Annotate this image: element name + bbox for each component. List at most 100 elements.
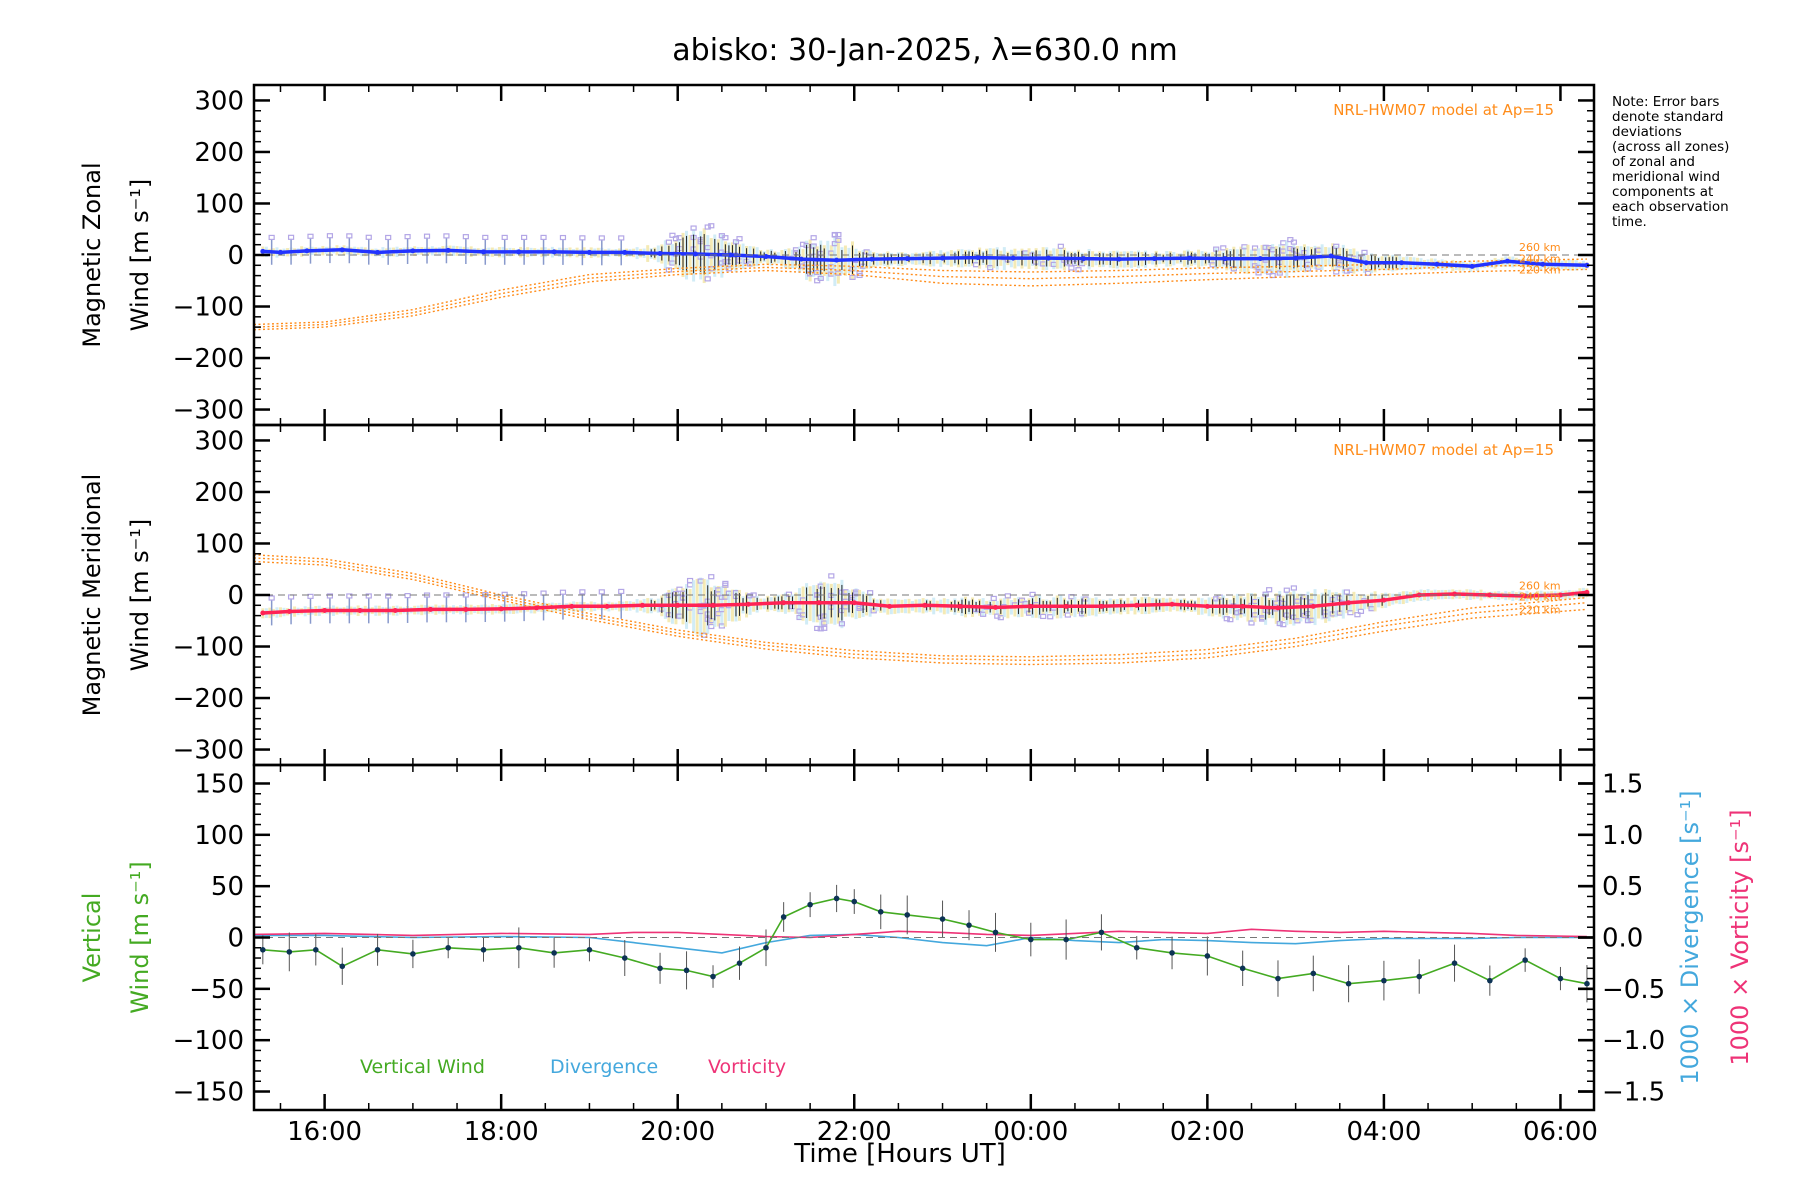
zone-sample xyxy=(686,582,694,588)
model-altitude-label: 240 km xyxy=(1519,591,1561,604)
zone-sample xyxy=(1280,622,1287,628)
wind-data-point xyxy=(428,606,434,612)
zone-sample xyxy=(559,589,567,595)
wind-data-point xyxy=(1116,256,1122,262)
zone-sample xyxy=(686,577,694,584)
vertical-wind-point xyxy=(992,929,999,936)
zone-sample xyxy=(1220,245,1227,251)
note-line: time. xyxy=(1612,214,1647,230)
wind-data-point xyxy=(1434,261,1440,267)
wind-data-point xyxy=(657,250,663,256)
y-tick-label: −200 xyxy=(173,344,244,374)
wind-data-point xyxy=(639,602,645,608)
right-axis-label: 1000 × Divergence [s⁻¹] xyxy=(1676,790,1704,1084)
vertical-wind-point xyxy=(807,901,813,908)
zone-sample xyxy=(346,233,353,239)
wind-data-point xyxy=(851,600,857,606)
wind-data-point xyxy=(533,605,539,611)
zone-sample xyxy=(799,241,807,247)
wind-data-point xyxy=(922,602,928,608)
y-tick-label: 0 xyxy=(227,581,244,611)
wind-data-point xyxy=(1204,603,1210,609)
wind-data-point xyxy=(1275,605,1281,611)
y-tick-label: 0 xyxy=(227,924,244,954)
zone-sample xyxy=(867,590,874,596)
zone-sample xyxy=(1364,270,1372,276)
zone-sample xyxy=(722,235,729,241)
wind-data-point xyxy=(1257,256,1263,262)
zone-sample xyxy=(346,593,353,599)
zone-sample xyxy=(722,580,729,587)
model-label: NRL-HWM07 model at Ap=15 xyxy=(1333,101,1554,119)
wind-data-point xyxy=(277,249,283,255)
wind-data-point xyxy=(745,601,751,607)
vertical-wind-point xyxy=(1381,977,1387,984)
zone-sample xyxy=(669,232,676,238)
zone-sample xyxy=(1280,240,1287,246)
vertical-wind-point xyxy=(480,947,487,953)
vertical-panel: −150 −100 −50 0 50 100 150 −1.5 −1.0 −0.5 0.0 0.5 1.… xyxy=(78,763,1754,1147)
wind-data-point xyxy=(1310,603,1316,609)
vorticity-line xyxy=(253,928,1587,939)
zone-sample xyxy=(618,588,625,595)
x-tick-label: 22:00 xyxy=(817,1117,892,1147)
wind-data-point xyxy=(260,248,266,254)
y-tick-label: 150 xyxy=(194,769,244,799)
vertical-wind-point xyxy=(586,947,593,953)
wind-data-point xyxy=(1293,255,1299,261)
vertical-wind-point xyxy=(410,951,416,957)
y-axis-label: Magnetic Zonal xyxy=(78,162,106,347)
zone-sample xyxy=(268,234,275,241)
y-tick-label: −100 xyxy=(173,633,244,663)
vertical-wind-point xyxy=(1204,953,1211,959)
vertical-wind-point xyxy=(551,950,557,956)
wind-data-point xyxy=(993,604,999,610)
zone-sample xyxy=(462,234,469,240)
note-line: of zonal and xyxy=(1612,154,1695,170)
vertical-wind-point xyxy=(966,922,972,928)
zone-sample xyxy=(980,611,987,617)
wind-data-point xyxy=(1584,262,1590,268)
vertical-wind-point xyxy=(683,967,690,974)
wind-data-point xyxy=(410,248,416,254)
zone-sample xyxy=(385,593,392,599)
zone-sample xyxy=(821,625,828,631)
zone-sample xyxy=(501,234,508,241)
y-tick-label: 0 xyxy=(227,241,244,271)
wind-data-point xyxy=(1134,602,1140,608)
wind-data-point xyxy=(1504,258,1510,264)
right-axis-label: 1000 × Vorticity [s⁻¹] xyxy=(1726,809,1754,1065)
zone-sample xyxy=(1343,589,1350,595)
model-altitude-label: 260 km xyxy=(1519,580,1561,593)
wind-data-point xyxy=(940,255,946,261)
y-tick-label: 300 xyxy=(194,86,244,116)
wind-data-point xyxy=(516,249,522,255)
note-line: components at xyxy=(1612,184,1713,200)
wind-data-point xyxy=(904,256,910,262)
wind-data-point xyxy=(445,247,451,253)
note-line: each observation xyxy=(1612,199,1729,215)
meridional-panel: −300 −200 −100 0 100 200 300 NRL-HWM07 model at… xyxy=(78,423,1596,767)
legend-entry: Vorticity xyxy=(708,1056,786,1078)
zone-sample xyxy=(326,593,334,599)
wind-data-point xyxy=(816,600,822,606)
y-tick-label: 50 xyxy=(211,872,244,902)
zone-sample xyxy=(817,626,824,632)
wind-data-point xyxy=(1540,261,1546,267)
vertical-wind-point xyxy=(1239,965,1246,972)
wind-data-point xyxy=(551,249,557,255)
wind-data-point xyxy=(1010,255,1016,261)
wind-data-point xyxy=(975,255,981,261)
wind-data-point xyxy=(1363,260,1369,266)
note-block: Note: Error bars denote standard deviati… xyxy=(1612,94,1729,230)
right-y-tick-label: 0.5 xyxy=(1602,872,1643,902)
x-tick-label: 04:00 xyxy=(1346,1117,1421,1147)
wind-data-point xyxy=(1346,600,1352,606)
x-tick-label: 00:00 xyxy=(993,1117,1068,1147)
divergence-line xyxy=(254,933,1587,954)
legend-entry: Divergence xyxy=(550,1056,658,1078)
note-line: (across all zones) xyxy=(1612,139,1729,155)
model-altitude-label: 240 km xyxy=(1519,252,1561,265)
model-curve xyxy=(253,560,1587,666)
note-line: meridional wind xyxy=(1612,169,1720,185)
